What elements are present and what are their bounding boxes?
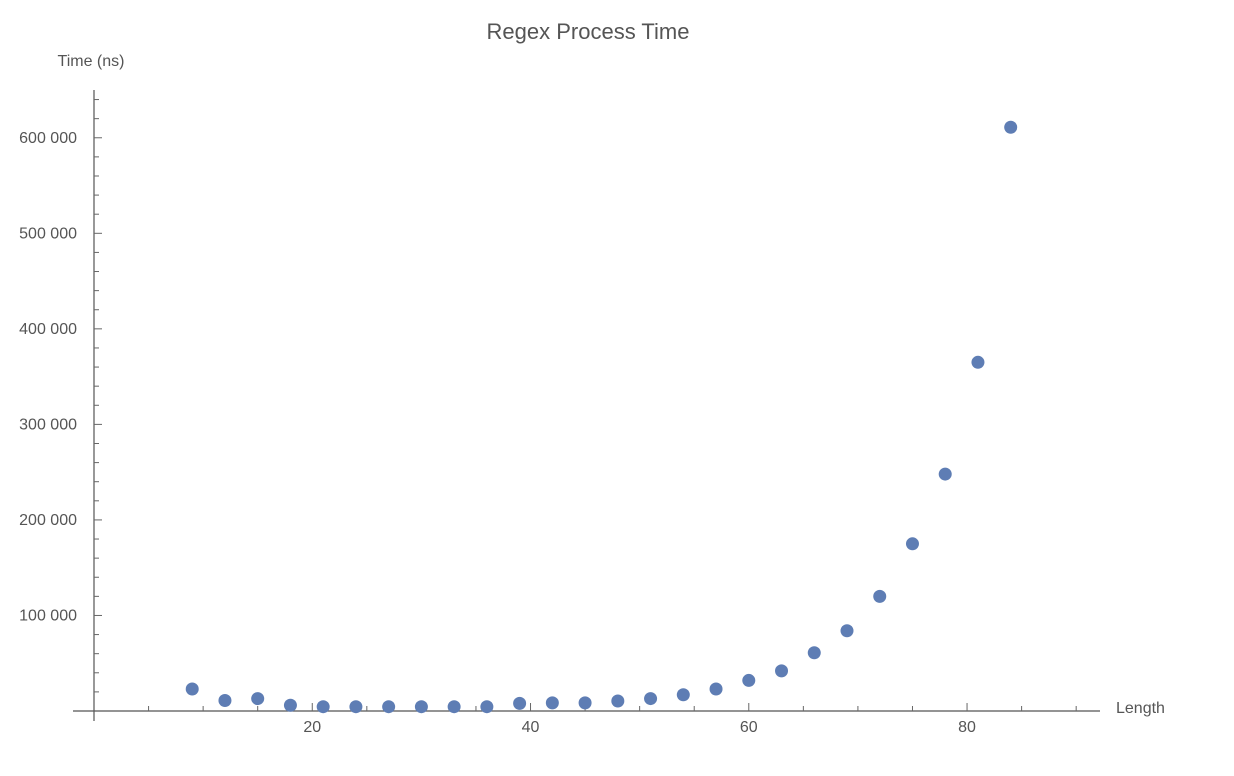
- scatter-point: [709, 682, 723, 696]
- scatter-point: [414, 700, 428, 714]
- chart-title: Regex Process Time: [487, 19, 690, 44]
- x-ticks: [148, 703, 1077, 711]
- y-tick-label: 300 000: [19, 416, 77, 433]
- y-tick-label: 400 000: [19, 321, 77, 338]
- scatter-point: [644, 692, 658, 706]
- scatter-point: [905, 537, 919, 551]
- scatter-point: [382, 700, 396, 714]
- y-tick-label: 600 000: [19, 130, 77, 147]
- y-ticks: [94, 99, 102, 693]
- x-tick-labels: 20 40 60 80: [303, 719, 976, 736]
- scatter-point: [742, 673, 756, 687]
- x-tick-label: 20: [303, 719, 321, 736]
- scatter-point: [513, 696, 527, 710]
- scatter-point: [578, 696, 592, 710]
- scatter-point: [251, 692, 265, 706]
- y-tick-label: 500 000: [19, 225, 77, 242]
- x-tick-label: 60: [740, 719, 758, 736]
- x-tick-label: 40: [522, 719, 540, 736]
- scatter-point: [349, 700, 363, 714]
- scatter-point: [971, 355, 985, 369]
- x-axis-label: Length: [1116, 700, 1165, 717]
- scatter-point: [840, 624, 854, 638]
- scatter-point: [611, 694, 625, 708]
- scatter-point: [676, 688, 690, 702]
- scatter-point: [545, 696, 559, 710]
- scatter-point: [938, 467, 952, 481]
- scatter-point: [283, 698, 297, 712]
- scatter-point: [775, 664, 789, 678]
- y-tick-labels: 100 000 200 000 300 000 400 000 500 000 600 0…: [19, 130, 77, 625]
- y-tick-label: 100 000: [19, 607, 77, 624]
- y-axis-label: Time (ns): [58, 53, 125, 70]
- scatter-point: [185, 682, 199, 696]
- scatter-point: [807, 646, 821, 660]
- data-points: [185, 120, 1018, 714]
- scatter-point: [316, 700, 330, 714]
- x-tick-label: 80: [958, 719, 976, 736]
- scatter-point: [1004, 120, 1018, 134]
- scatter-point: [873, 589, 887, 603]
- y-tick-label: 200 000: [19, 512, 77, 529]
- scatter-point: [218, 693, 232, 707]
- scatter-point: [480, 700, 494, 714]
- scatter-point: [447, 700, 461, 714]
